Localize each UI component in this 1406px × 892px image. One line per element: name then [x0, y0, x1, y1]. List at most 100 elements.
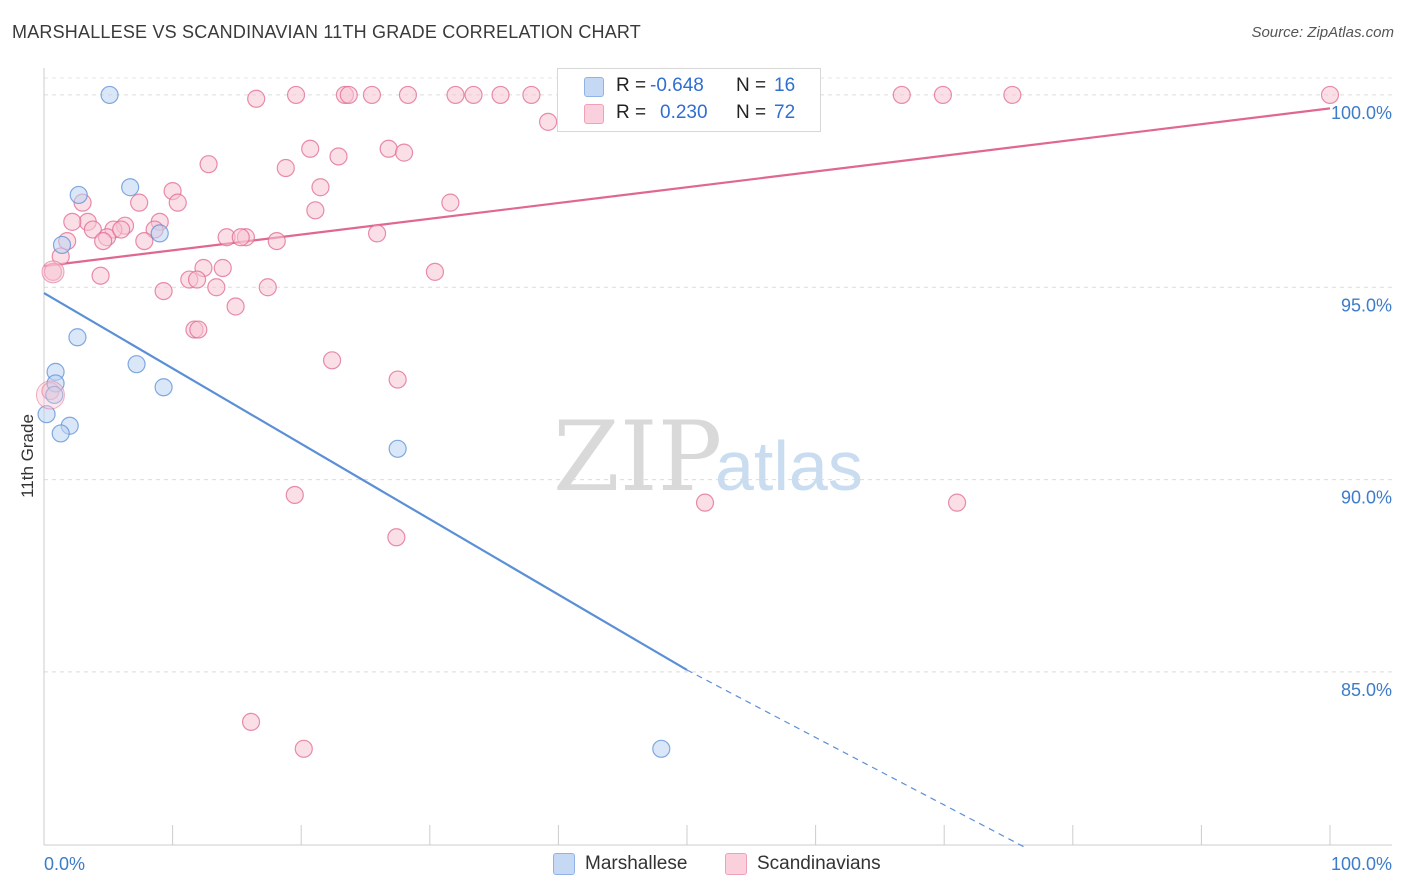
watermark-atlas: atlas	[715, 427, 863, 505]
trend-line-scandinavians	[43, 107, 1331, 268]
point-scandinavians-27	[130, 193, 149, 212]
bottom-legend-label-scandinavians: Scandinavians	[757, 853, 881, 874]
point-scandinavians-30	[441, 193, 460, 212]
point-scandinavians-53	[187, 270, 207, 289]
point-marshallese-2	[121, 178, 140, 197]
trend-line-extension-marshallese	[686, 669, 1029, 850]
point-scandinavians-9	[522, 85, 541, 105]
point-scandinavians-25	[311, 178, 330, 197]
y-axis-label: 11th Grade	[18, 414, 37, 498]
point-scandinavians-31	[306, 201, 325, 220]
point-cluster-scandinavians	[41, 260, 65, 284]
point-scandinavians-3	[339, 85, 358, 105]
source-label: Source: ZipAtlas.com	[1251, 24, 1394, 41]
y-tick-label-100: 100.0%	[1331, 103, 1392, 123]
point-scandinavians-17	[1320, 85, 1340, 105]
legend-row-marshallese: R = -0.648 N = 16	[558, 73, 820, 99]
point-marshallese-8	[45, 385, 64, 405]
gridlines	[44, 77, 1392, 673]
point-scandinavians-71	[112, 220, 131, 239]
point-scandinavians-46	[135, 231, 154, 251]
point-scandinavians-14	[892, 85, 911, 105]
point-scandinavians-70	[189, 320, 208, 339]
point-scandinavians-58	[154, 281, 173, 301]
x-tick-label-min: 0.0%	[44, 854, 85, 874]
point-scandinavians-65	[695, 493, 715, 512]
point-scandinavians-56	[258, 278, 277, 297]
bottom-legend-swatch-scandinavians	[725, 853, 747, 875]
point-scandinavians-8	[491, 85, 510, 105]
point-scandinavians-23	[199, 155, 218, 174]
legend-n-value: 16	[774, 75, 796, 96]
point-scandinavians-57	[207, 278, 226, 297]
point-scandinavians-68	[241, 712, 261, 732]
y-tick-labels: 85.0% 90.0% 95.0% 100.0%	[1331, 103, 1392, 700]
y-tick-label-90: 90.0%	[1341, 488, 1392, 508]
legend-swatch-marshallese	[584, 77, 604, 97]
point-scandinavians-47	[94, 231, 113, 251]
legend-n-value: 72	[774, 102, 796, 123]
bottom-legend-label-marshallese: Marshallese	[585, 853, 688, 874]
point-cluster-mixed	[35, 380, 65, 410]
point-scandinavians-54	[91, 266, 110, 285]
point-scandinavians-16	[1003, 85, 1022, 105]
point-scandinavians-39	[367, 224, 387, 243]
point-marshallese-10	[154, 378, 173, 397]
legend-swatch-scandinavians	[584, 104, 604, 124]
point-marshallese-11	[37, 405, 56, 424]
point-scandinavians-69	[294, 739, 313, 758]
point-scandinavians-61	[322, 351, 342, 370]
point-marshallese-4	[52, 235, 72, 255]
point-scandinavians-66	[947, 493, 967, 512]
point-scandinavians-64	[285, 485, 304, 505]
scatter-points	[35, 85, 1340, 758]
point-scandinavians-28	[168, 193, 187, 212]
x-ticks	[43, 825, 1331, 845]
point-scandinavians-62	[388, 370, 407, 389]
point-scandinavians-24	[276, 158, 295, 178]
point-marshallese-5	[68, 328, 87, 347]
point-scandinavians-20	[329, 147, 348, 166]
trend-lines	[43, 107, 1331, 850]
point-scandinavians-18	[539, 112, 558, 131]
trend-line-marshallese	[43, 292, 688, 671]
point-scandinavians-21	[379, 139, 398, 158]
point-scandinavians-7	[464, 85, 483, 105]
point-marshallese-0	[100, 85, 119, 105]
point-marshallese-14	[388, 439, 407, 458]
point-scandinavians-1	[286, 85, 306, 105]
legend-r-value: -0.648	[650, 75, 704, 96]
stats-legend: R = -0.648 N = 16 R = 0.230 N = 72	[557, 68, 821, 132]
watermark-zip: ZIP	[553, 401, 722, 513]
point-marshallese-13	[51, 424, 70, 443]
y-tick-label-85: 85.0%	[1341, 680, 1392, 700]
point-scandinavians-19	[301, 139, 320, 158]
x-tick-label-max: 100.0%	[1331, 854, 1392, 874]
legend-r-value: 0.230	[660, 102, 708, 123]
point-scandinavians-42	[231, 228, 250, 247]
point-scandinavians-37	[83, 220, 102, 239]
chart-title: MARSHALLESE VS SCANDINAVIAN 11TH GRADE C…	[12, 22, 642, 42]
point-scandinavians-67	[387, 528, 406, 547]
point-scandinavians-15	[933, 85, 953, 105]
point-scandinavians-4	[362, 85, 382, 105]
point-scandinavians-22	[394, 143, 414, 162]
bottom-legend-swatch-marshallese	[553, 853, 575, 875]
point-scandinavians-59	[226, 297, 245, 316]
point-scandinavians-44	[267, 231, 286, 251]
point-scandinavians-0	[247, 89, 266, 108]
point-scandinavians-33	[63, 212, 82, 231]
point-marshallese-3	[150, 224, 169, 243]
point-scandinavians-50	[213, 258, 232, 278]
legend-r-label: R =	[616, 75, 647, 96]
point-marshallese-9	[127, 355, 146, 374]
point-marshallese-1	[69, 185, 88, 205]
axes	[43, 68, 1392, 846]
point-scandinavians-5	[398, 85, 418, 105]
point-marshallese-15	[652, 739, 671, 758]
legend-n-label: N =	[736, 102, 767, 123]
legend-row-scandinavians: R = 0.230 N = 72	[558, 100, 820, 126]
point-scandinavians-6	[446, 85, 465, 105]
legend-n-label: N =	[736, 75, 767, 96]
